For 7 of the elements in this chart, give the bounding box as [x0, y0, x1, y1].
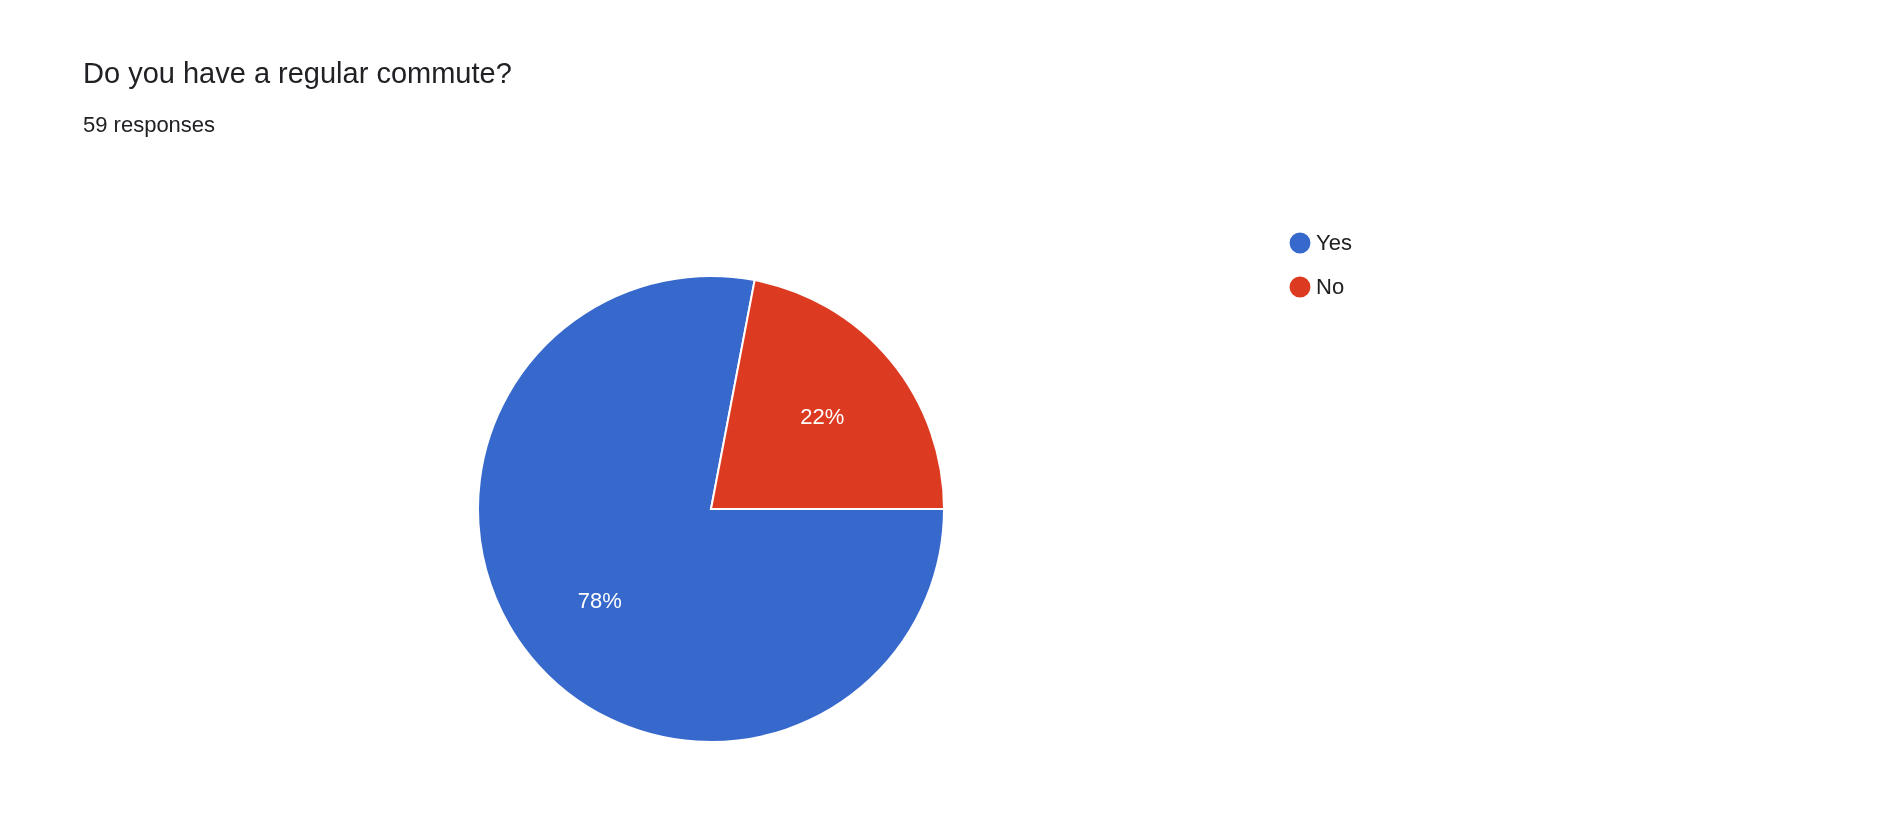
data-label: 78% — [577, 588, 622, 614]
legend-label: No — [1316, 274, 1345, 299]
data-label: 22% — [800, 403, 845, 429]
text: 59 responses — [83, 112, 216, 137]
legend-label: Yes — [1316, 230, 1352, 255]
pie-slice — [477, 275, 945, 743]
chart-title: Do you have a regular commute? — [83, 57, 512, 89]
